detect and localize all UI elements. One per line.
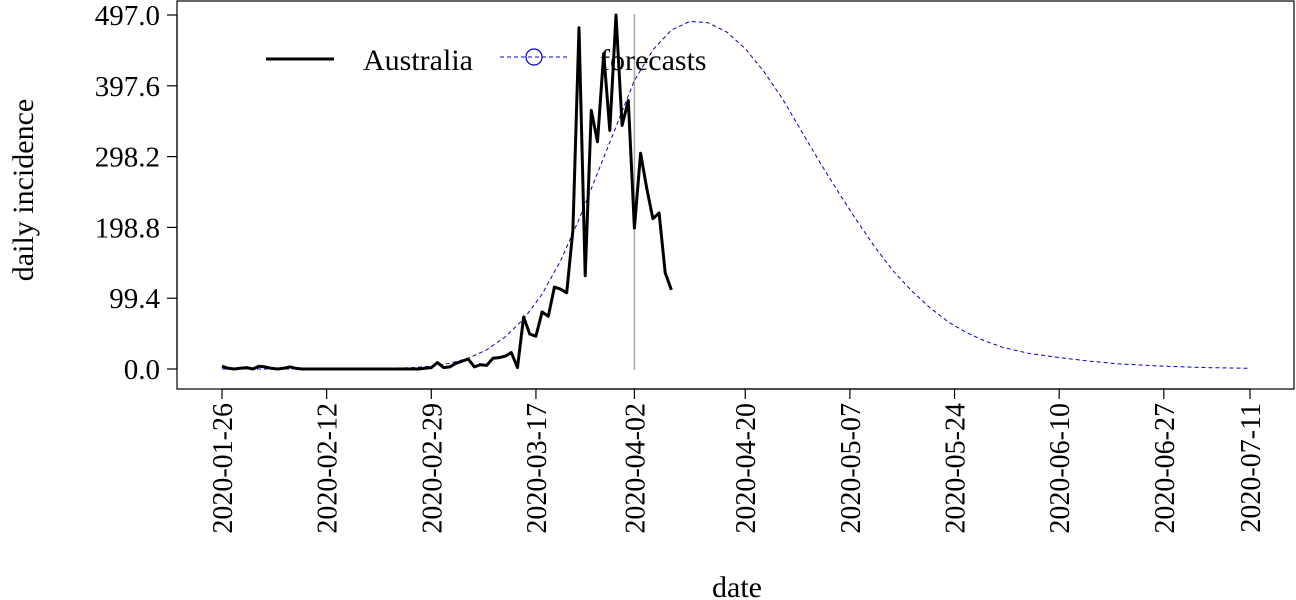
- y-tick-label: 397.6: [95, 71, 160, 103]
- x-tick-label: 2020-06-27: [1150, 403, 1181, 534]
- y-tick-label: 298.2: [95, 142, 160, 174]
- legend-australia-label: Australia: [363, 44, 473, 77]
- x-tick-label: 2020-04-02: [620, 403, 651, 534]
- x-tick-label: 2020-03-17: [522, 403, 553, 534]
- x-axis: 2020-01-26 2020-02-12 2020-02-29 2020-03-17…: [208, 388, 1267, 534]
- legend-forecasts-marker: [525, 48, 543, 66]
- x-tick-label: 2020-07-11: [1236, 403, 1267, 533]
- series-line-australia: [221, 13, 673, 371]
- x-tick-label: 2020-06-10: [1045, 403, 1076, 534]
- series-line-forecasts: [222, 20, 1251, 370]
- y-tick-label: 198.8: [95, 212, 160, 244]
- x-tick-label: 2020-02-12: [313, 403, 344, 534]
- legend-forecasts-label: forecasts: [600, 44, 707, 77]
- x-tick-label: 2020-05-07: [836, 403, 867, 534]
- y-tick-label: 0.0: [124, 354, 160, 386]
- x-tick-label: 2020-01-26: [208, 403, 239, 534]
- y-tick-label: 497.0: [95, 0, 160, 32]
- x-tick-label: 2020-05-24: [941, 403, 972, 534]
- x-tick-label: 2020-04-20: [731, 403, 762, 534]
- y-axis-label: daily incidence: [7, 99, 40, 281]
- x-axis-label: date: [712, 571, 762, 600]
- series-layer: [221, 13, 1251, 371]
- x-tick-label: 2020-02-29: [417, 403, 448, 534]
- y-axis: 0.0 99.4 198.8 298.2 397.6 497.0: [95, 0, 178, 386]
- plot-frame: [176, 0, 1295, 390]
- y-tick-label: 99.4: [109, 283, 160, 315]
- legend: Australia forecasts: [266, 44, 707, 77]
